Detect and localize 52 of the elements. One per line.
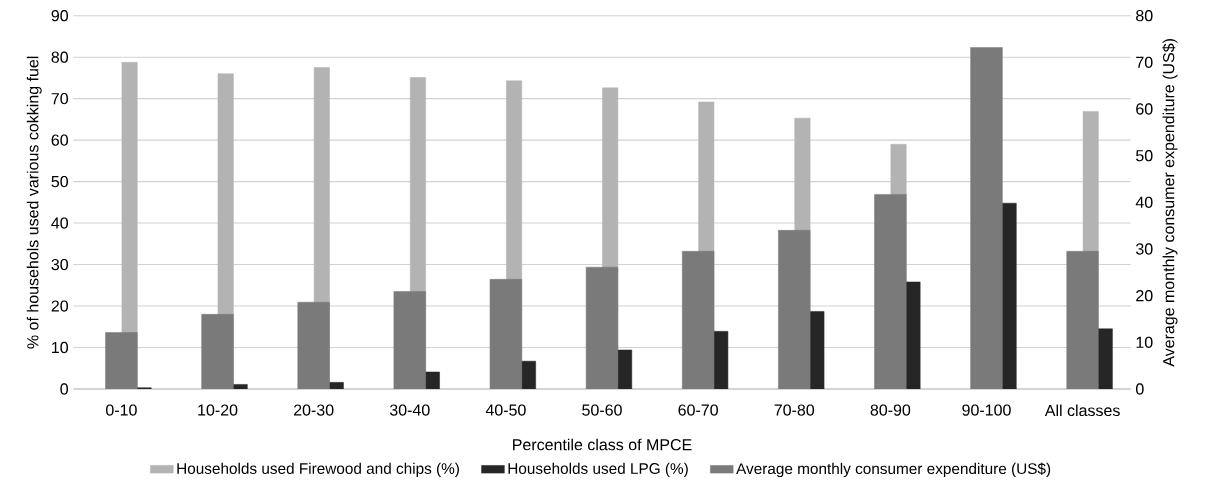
x-tick-label: 0-10 bbox=[106, 404, 137, 416]
bar bbox=[809, 311, 825, 389]
bar bbox=[424, 371, 440, 389]
bar bbox=[905, 281, 921, 389]
y-tick-label: 40 bbox=[51, 217, 69, 229]
y2-tick-label: 30 bbox=[1135, 243, 1153, 255]
bar bbox=[201, 314, 234, 389]
x-tick-label: 50-60 bbox=[582, 404, 622, 416]
x-tick-label: 10-20 bbox=[198, 404, 238, 416]
y2-tick-label: 40 bbox=[1135, 196, 1153, 208]
y2-tick-label: 20 bbox=[1136, 290, 1153, 302]
bar bbox=[585, 266, 619, 389]
x-tick-label: 30-40 bbox=[389, 404, 430, 416]
y2-tick-label: 10 bbox=[1136, 336, 1153, 348]
bar bbox=[682, 251, 715, 389]
bar bbox=[393, 291, 426, 389]
y-tick-label: 20 bbox=[51, 300, 69, 312]
x-tick-label: All classes bbox=[1044, 404, 1120, 417]
y2-tick-label: 70 bbox=[1136, 56, 1153, 68]
legend-label: Average monthly consumer expenditure (US$) bbox=[736, 462, 1051, 478]
x-tick-label: 40-50 bbox=[485, 404, 526, 416]
y-tick-label: 30 bbox=[51, 258, 69, 271]
legend-label: Households used LPG (%) bbox=[508, 462, 688, 477]
y-tick-label: 10 bbox=[52, 341, 69, 354]
x-tick-label: 20-30 bbox=[293, 404, 334, 416]
y-tick-label: 0 bbox=[60, 383, 69, 395]
bar bbox=[297, 301, 330, 389]
bar bbox=[1097, 328, 1113, 389]
bar bbox=[105, 332, 138, 389]
y-axis-title: % of househols used various cokking fuel bbox=[26, 56, 42, 349]
x-tick-label: 80-90 bbox=[870, 404, 911, 416]
y-tick-label: 80 bbox=[51, 51, 69, 63]
y-tick-label: 50 bbox=[51, 175, 69, 188]
bar bbox=[232, 384, 248, 389]
x-tick-label: 70-80 bbox=[774, 404, 815, 416]
y2-tick-label: 60 bbox=[1136, 103, 1153, 115]
bar bbox=[1001, 202, 1017, 389]
bar bbox=[489, 279, 523, 389]
x-axis-title: Percentile class of MPCE bbox=[513, 438, 692, 451]
bar bbox=[713, 331, 729, 389]
y2-tick-label: 50 bbox=[1136, 150, 1153, 162]
y2-tick-label: 80 bbox=[1136, 10, 1153, 22]
y-tick-label: 70 bbox=[51, 92, 69, 105]
bar bbox=[520, 360, 536, 389]
y-tick-label: 60 bbox=[51, 134, 69, 146]
y2-tick-label: 0 bbox=[1136, 383, 1144, 395]
legend-label: Households used Firewood and chips (%) bbox=[177, 462, 459, 477]
bar bbox=[328, 382, 344, 389]
x-tick-label: 60-70 bbox=[678, 404, 718, 416]
y-tick-label: 90 bbox=[51, 10, 69, 22]
y2-axis-title: Average monthly consumer expenditure (US$) bbox=[1162, 39, 1178, 367]
x-tick-label: 90-100 bbox=[962, 404, 1011, 416]
